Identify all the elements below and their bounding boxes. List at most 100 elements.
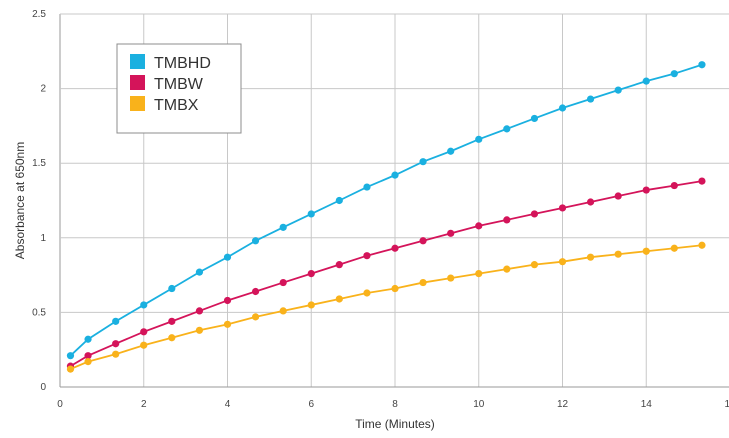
- data-point: [503, 216, 511, 224]
- axes: 0 2 4 6 8 10 12 14 16 0 0.5 1 1.5 2 2.5: [32, 9, 729, 410]
- data-point: [670, 244, 678, 252]
- data-point: [112, 350, 120, 358]
- data-point: [503, 265, 511, 273]
- data-point: [586, 253, 595, 261]
- data-point: [475, 135, 483, 143]
- data-point: [558, 204, 567, 212]
- data-point: [223, 253, 232, 261]
- series-tmbx: [66, 241, 706, 373]
- data-point: [112, 340, 120, 348]
- x-tick-label: 4: [225, 399, 231, 410]
- data-point: [307, 210, 315, 218]
- data-point: [586, 95, 595, 103]
- x-tick-label: 16: [724, 399, 729, 410]
- legend: TMBHD TMBW TMBX: [116, 43, 242, 134]
- data-point: [363, 183, 371, 191]
- data-point: [335, 295, 343, 303]
- y-tick-label: 1.5: [32, 158, 46, 169]
- data-point: [530, 261, 539, 269]
- data-point: [195, 268, 204, 276]
- data-point: [66, 352, 75, 360]
- x-tick-label: 0: [57, 399, 63, 410]
- x-tick-label: 14: [641, 399, 653, 410]
- y-tick-label: 2.5: [32, 9, 46, 20]
- legend-label: TMBHD: [154, 55, 211, 72]
- data-point: [168, 284, 176, 293]
- data-point: [391, 171, 399, 179]
- legend-item-tmbw: TMBW: [130, 75, 204, 93]
- legend-item-tmbx: TMBX: [130, 96, 199, 114]
- data-point: [419, 278, 427, 287]
- series-layer: [66, 61, 706, 373]
- data-point: [279, 278, 287, 287]
- data-point: [195, 307, 204, 315]
- y-tick-label: 0: [40, 382, 46, 393]
- data-point: [642, 247, 650, 255]
- data-point: [530, 210, 539, 218]
- data-point: [251, 237, 260, 245]
- data-point: [84, 335, 92, 343]
- x-tick-label: 8: [392, 399, 398, 410]
- data-point: [140, 341, 148, 349]
- data-point: [419, 158, 427, 166]
- data-point: [642, 186, 650, 194]
- y-tick-label: 2: [40, 84, 46, 95]
- data-point: [391, 284, 399, 293]
- data-point: [307, 301, 315, 309]
- y-tick-label: 0.5: [32, 307, 46, 318]
- data-point: [614, 250, 622, 258]
- series-line: [70, 180, 703, 367]
- data-point: [698, 177, 706, 185]
- data-point: [698, 241, 706, 249]
- data-point: [698, 61, 706, 69]
- legend-item-tmbhd: TMBHD: [130, 54, 211, 72]
- data-point: [670, 70, 678, 78]
- data-point: [614, 86, 622, 94]
- data-point: [475, 222, 483, 230]
- legend-swatch: [130, 54, 145, 69]
- data-point: [251, 287, 260, 296]
- data-point: [475, 270, 483, 278]
- legend-swatch: [130, 96, 145, 111]
- data-point: [112, 317, 120, 325]
- data-point: [223, 320, 232, 328]
- data-point: [558, 258, 567, 266]
- data-point: [670, 181, 678, 190]
- data-point: [447, 229, 455, 237]
- legend-label: TMBW: [154, 76, 204, 93]
- data-point: [251, 313, 260, 321]
- data-point: [558, 104, 567, 112]
- x-tick-label: 6: [308, 399, 314, 410]
- data-point: [642, 77, 650, 85]
- data-point: [419, 237, 427, 245]
- x-axis-title: Time (Minutes): [355, 417, 435, 431]
- data-point: [335, 196, 343, 205]
- series-tmbw: [66, 177, 706, 370]
- data-point: [586, 198, 595, 206]
- data-point: [447, 274, 455, 282]
- data-point: [335, 261, 343, 269]
- data-point: [168, 317, 176, 325]
- data-point: [614, 192, 622, 200]
- data-point: [66, 365, 75, 373]
- data-point: [168, 334, 176, 342]
- data-point: [307, 270, 315, 278]
- data-point: [447, 147, 455, 155]
- legend-label: TMBX: [154, 97, 199, 114]
- x-tick-label: 2: [141, 399, 147, 410]
- data-point: [363, 252, 371, 260]
- series-line: [69, 63, 703, 357]
- data-point: [140, 301, 148, 309]
- data-point: [503, 125, 511, 133]
- y-tick-label: 1: [40, 233, 46, 244]
- data-point: [530, 114, 539, 123]
- data-point: [391, 244, 399, 252]
- series-tmbhd: [66, 61, 706, 360]
- data-point: [84, 352, 92, 360]
- data-point: [279, 223, 287, 231]
- y-axis-title: Absorbance at 650nm: [13, 142, 27, 259]
- data-point: [223, 296, 232, 305]
- data-point: [195, 326, 204, 334]
